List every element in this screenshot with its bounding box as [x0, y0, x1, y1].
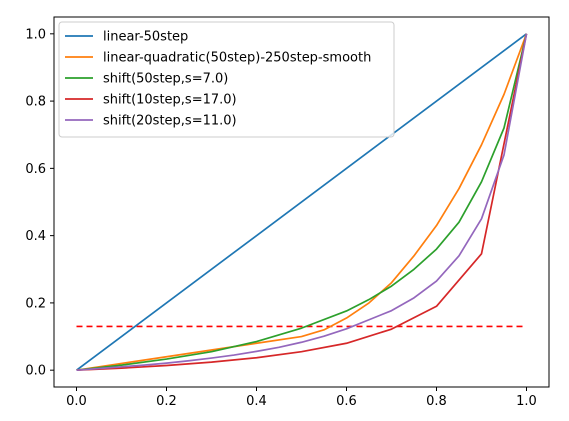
legend-label: shift(20step,s=11.0)	[103, 114, 237, 129]
legend-box	[58, 21, 395, 138]
x-tick-label: 0.4	[246, 394, 267, 409]
legend-label: linear-quadratic(50step)-250step-smooth	[103, 51, 371, 66]
y-axis-ticks: 0.0 0.2 0.4 0.6 0.8 1.0	[25, 27, 54, 379]
y-tick-label: 0.2	[25, 296, 46, 311]
legend-label: shift(10step,s=17.0)	[103, 93, 237, 108]
x-tick-label: 0.6	[336, 394, 357, 409]
legend-label: shift(50step,s=7.0)	[103, 72, 228, 87]
y-tick-label: 1.0	[25, 27, 46, 42]
x-tick-label: 0.8	[426, 394, 447, 409]
legend-label: linear-50step	[103, 30, 188, 45]
axes-border	[53, 16, 550, 388]
series-line-3	[76, 33, 528, 372]
series-line-1	[76, 33, 528, 372]
x-tick-label: 0.2	[156, 394, 177, 409]
series-line-2	[76, 33, 528, 372]
series-line-0	[75, 33, 528, 371]
x-tick-label: 0.0	[66, 394, 87, 409]
series-line-4	[76, 33, 528, 372]
x-tick-label: 1.0	[516, 394, 537, 409]
legend: linear-50step linear-quadratic(50step)-25…	[58, 21, 395, 138]
y-tick-label: 0.6	[25, 162, 46, 177]
y-tick-label: 0.4	[25, 229, 46, 244]
x-axis-ticks: 0.0 0.2 0.4 0.6 0.8 1.0	[66, 387, 537, 409]
y-tick-label: 0.0	[25, 364, 46, 379]
series-lines	[75, 33, 528, 372]
y-tick-label: 0.8	[25, 95, 46, 110]
